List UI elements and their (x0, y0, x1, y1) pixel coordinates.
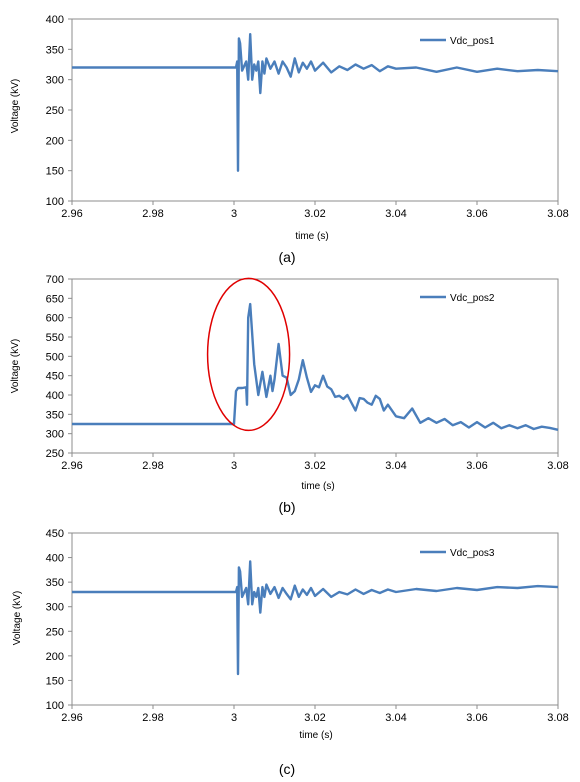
x-tick-label: 3.02 (304, 460, 325, 472)
x-tick-label: 2.96 (61, 712, 82, 724)
y-tick-label: 150 (46, 675, 64, 687)
x-tick-label: 3.06 (466, 460, 487, 472)
legend-label: Vdc_pos1 (450, 36, 495, 47)
y-tick-label: 200 (46, 135, 64, 147)
y-tick-label: 350 (46, 577, 64, 589)
y-tick-label: 300 (46, 429, 64, 441)
panel-a: Voltage (kV) time (s) (a) 2.96 2.98 3 3.02 3… (10, 14, 569, 265)
series-line (72, 302, 559, 431)
x-tick-label: 3.06 (466, 712, 487, 724)
x-tick-label: 3.08 (547, 460, 568, 472)
series-line (72, 560, 559, 676)
y-tick-label: 300 (46, 75, 64, 87)
x-tick-label: 3.04 (385, 712, 406, 724)
y-tick-label: 500 (46, 351, 64, 363)
x-tick-label: 3.02 (304, 712, 325, 724)
y-tick-label: 400 (46, 553, 64, 565)
x-axis-title: time (s) (299, 730, 332, 741)
y-tick-label: 700 (46, 274, 64, 286)
y-tick-label: 550 (46, 332, 64, 344)
y-tick-label: 200 (46, 651, 64, 663)
y-tick-label: 650 (46, 293, 64, 305)
x-tick-label: 3.06 (466, 208, 487, 220)
panel-caption: (b) (278, 499, 295, 515)
x-tick-label: 3.04 (385, 460, 406, 472)
y-tick-label: 100 (46, 700, 64, 712)
highlight-ellipse (206, 277, 291, 432)
y-axis-title: Voltage (kV) (10, 339, 21, 393)
x-tick-label: 2.98 (142, 208, 163, 220)
y-tick-label: 450 (46, 371, 64, 383)
y-tick-label: 300 (46, 602, 64, 614)
x-tick-label: 2.98 (142, 712, 163, 724)
x-tick-label: 3 (231, 208, 237, 220)
y-tick-label: 350 (46, 44, 64, 56)
y-tick-label: 150 (46, 166, 64, 178)
y-tick-label: 600 (46, 313, 64, 325)
series-line (72, 33, 559, 172)
legend-label: Vdc_pos3 (450, 548, 495, 559)
y-tick-label: 400 (46, 390, 64, 402)
y-tick-label: 400 (46, 14, 64, 26)
panel-c: Voltage (kV) time (s) (c) 2.96 2.98 3 3.02 3… (12, 528, 569, 777)
y-tick-label: 350 (46, 409, 64, 421)
x-tick-label: 3.04 (385, 208, 406, 220)
x-axis-title: time (s) (301, 481, 334, 492)
x-tick-label: 2.96 (61, 208, 82, 220)
legend-label: Vdc_pos2 (450, 293, 495, 304)
panel-b: Voltage (kV) time (s) (b) 2.96 2.98 3 3.02 3… (10, 274, 569, 515)
panel-caption: (a) (278, 249, 295, 265)
x-tick-label: 2.98 (142, 460, 163, 472)
y-tick-label: 450 (46, 528, 64, 540)
y-axis-title: Voltage (kV) (12, 591, 23, 645)
x-tick-label: 3 (231, 460, 237, 472)
y-tick-label: 250 (46, 626, 64, 638)
y-tick-label: 100 (46, 196, 64, 208)
x-tick-label: 3.08 (547, 712, 568, 724)
x-tick-label: 3 (231, 712, 237, 724)
y-tick-label: 250 (46, 448, 64, 460)
x-axis-title: time (s) (295, 231, 328, 242)
panel-caption: (c) (279, 761, 295, 777)
x-tick-label: 3.08 (547, 208, 568, 220)
y-tick-label: 250 (46, 105, 64, 117)
x-tick-label: 3.02 (304, 208, 325, 220)
y-axis-title: Voltage (kV) (10, 79, 21, 133)
x-tick-label: 2.96 (61, 460, 82, 472)
